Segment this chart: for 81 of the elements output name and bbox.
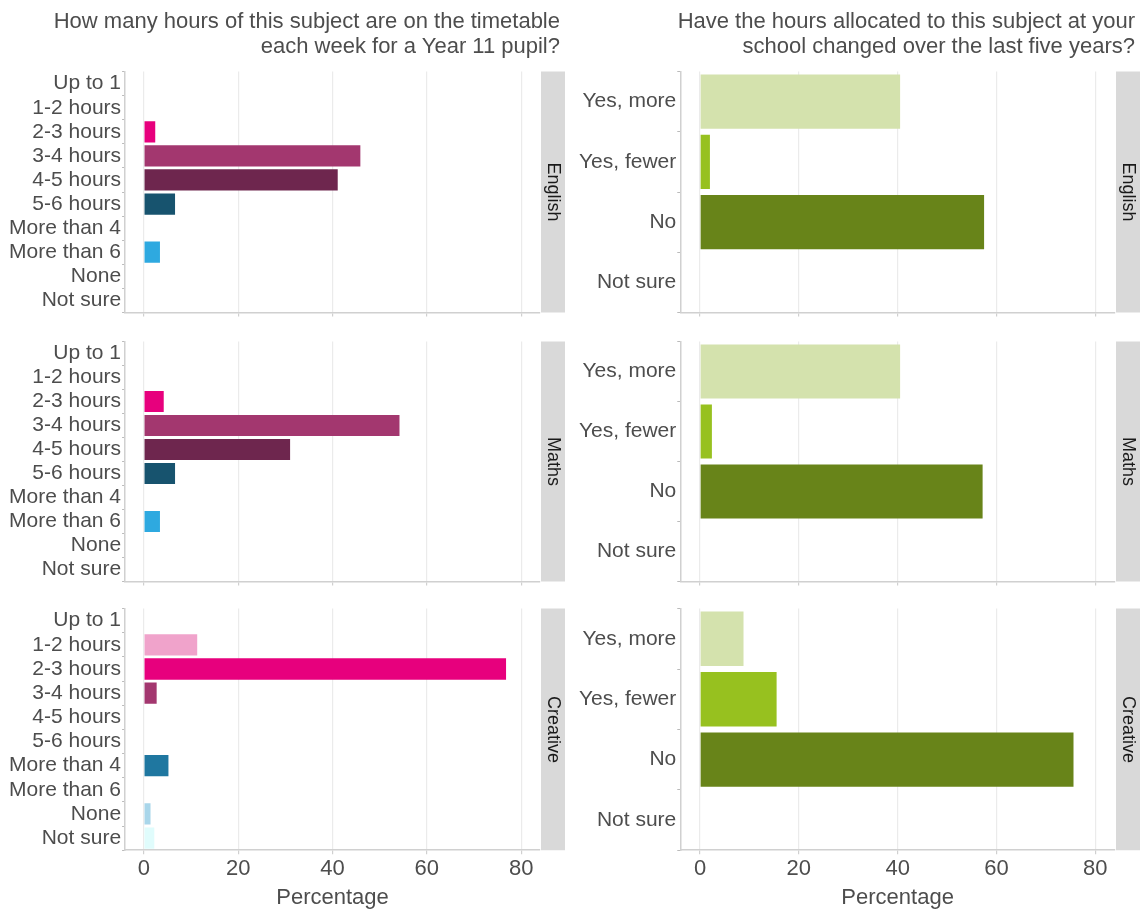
y-tick-label: 3-4 hours [32,142,122,166]
y-tick-label: Not sure [41,287,122,311]
bar [700,732,1074,787]
bar [144,121,156,143]
x-axis-title: Percentage [841,883,954,909]
y-tick-label: 2-3 hours [32,118,122,142]
y-tick-label: Yes, fewer [579,148,677,172]
y-tick-label: 2-3 hours [32,655,122,679]
y-tick-label: 2-3 hours [32,388,122,412]
y-tick-label: 5-6 hours [32,460,122,484]
y-tick-label: Up to 1 [53,340,122,364]
y-tick-label: 3-4 hours [32,412,122,436]
y-tick-label: Not sure [596,538,677,562]
y-tick-label: No [649,746,677,770]
y-tick-label: More than 6 [8,239,122,262]
bar [144,241,160,263]
text: English [1119,162,1140,222]
y-tick-label: Not sure [596,806,677,830]
y-tick-label: Yes, more [582,358,677,382]
y-tick-label: Not sure [596,269,677,293]
y-tick-label: Yes, fewer [579,418,677,442]
text: English [544,162,565,222]
bar [144,145,361,167]
bar [144,193,176,215]
y-tick-label: Not sure [41,824,122,848]
x-tick-label: 60 [984,855,1009,881]
y-tick-label: Up to 1 [53,70,122,94]
x-tick-label: 60 [414,855,440,881]
x-tick-label: 20 [786,855,812,881]
y-tick-label: 1-2 hours [32,364,122,388]
y-tick-label: More than 4 [8,214,122,238]
bar [144,827,155,849]
y-tick-label: 5-6 hours [32,190,122,214]
y-tick-label: More than 6 [8,776,122,800]
y-tick-label: 5-6 hours [32,728,122,752]
y-tick-label: No [649,478,677,502]
y-tick-label: Not sure [41,556,122,580]
y-tick-label: Up to 1 [53,607,122,631]
chart-title: Have the hours allocated to this subject at your school changed over the last five years? [676,7,1136,58]
bar [144,510,160,532]
x-tick-label: 20 [225,855,251,881]
bar [144,803,151,825]
y-tick-label: No [649,208,677,232]
y-tick-label: 4-5 hours [32,166,122,190]
text: Maths [544,436,565,487]
bar [144,462,176,485]
bar [700,672,777,727]
y-tick-label: None [70,532,122,556]
y-tick-label: 1-2 hours [32,631,122,655]
bar [144,682,157,704]
x-tick-label: 40 [885,855,910,881]
y-tick-label: 4-5 hours [32,704,122,728]
y-tick-label: 3-4 hours [32,679,122,703]
bar [144,169,338,191]
y-tick-label: More than 6 [8,508,122,532]
y-tick-label: Yes, more [582,625,677,649]
text: Creative [544,695,565,763]
bar [700,611,744,666]
y-tick-label: 4-5 hours [32,436,122,460]
x-axis-title: Percentage [276,883,389,909]
x-tick-label: 0 [137,855,151,881]
bar [144,438,291,461]
text: Maths [1119,436,1140,487]
x-tick-label: 80 [508,855,534,881]
y-tick-label: None [70,800,122,824]
bar [144,414,400,437]
text: Creative [1119,695,1140,763]
y-tick-label: Yes, fewer [579,686,677,709]
y-tick-label: More than 4 [8,484,122,508]
bar [144,634,198,656]
x-tick-label: 40 [320,855,345,881]
y-tick-label: 1-2 hours [32,94,122,118]
bar [144,755,169,777]
y-tick-label: None [70,263,122,287]
x-tick-label: 0 [693,855,707,881]
x-tick-label: 80 [1083,855,1108,881]
bar [144,658,507,680]
chart-title: How many hours of this subject are on the timetable each week for a Year 11 pupil? [52,7,561,58]
bar [144,391,164,413]
y-tick-label: More than 4 [8,752,122,776]
y-tick-label: Yes, more [582,88,677,112]
